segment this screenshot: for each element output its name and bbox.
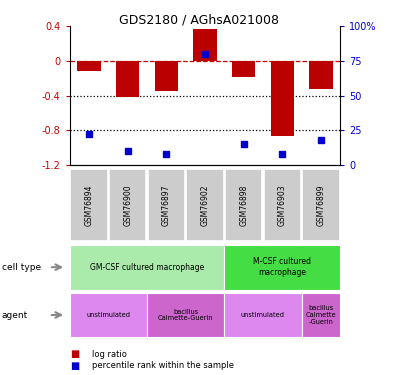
Text: GM-CSF cultured macrophage: GM-CSF cultured macrophage [90, 262, 204, 272]
Text: GSM76900: GSM76900 [123, 184, 132, 226]
Text: agent: agent [2, 310, 28, 320]
Text: bacillus
Calmette-Guerin: bacillus Calmette-Guerin [158, 309, 213, 321]
Bar [302, 293, 340, 337]
Bar [70, 170, 107, 241]
Text: unstimulated: unstimulated [86, 312, 130, 318]
Text: GSM76899: GSM76899 [316, 184, 326, 226]
Text: GSM76902: GSM76902 [201, 184, 209, 226]
Bar [147, 293, 224, 337]
Bar [271, 61, 294, 136]
Text: ■: ■ [70, 350, 79, 359]
Text: percentile rank within the sample: percentile rank within the sample [92, 361, 234, 370]
Text: GDS2180 / AGhsA021008: GDS2180 / AGhsA021008 [119, 13, 279, 26]
Bar [193, 29, 217, 61]
Bar [77, 61, 101, 71]
Bar [302, 170, 339, 241]
Text: ■: ■ [70, 361, 79, 370]
Bar [155, 61, 178, 91]
Text: GSM76898: GSM76898 [239, 184, 248, 226]
Bar [224, 245, 340, 290]
Text: GSM76903: GSM76903 [278, 184, 287, 226]
Bar [109, 170, 146, 241]
Text: unstimulated: unstimulated [241, 312, 285, 318]
Text: log ratio: log ratio [92, 350, 127, 359]
Bar [70, 293, 147, 337]
Bar [264, 170, 301, 241]
Text: M-CSF cultured
macrophage: M-CSF cultured macrophage [253, 258, 311, 277]
Bar [309, 61, 333, 89]
Bar [70, 245, 224, 290]
Bar [225, 170, 262, 241]
Text: bacillus
Calmette
-Guerin: bacillus Calmette -Guerin [306, 305, 336, 325]
Text: GSM76894: GSM76894 [84, 184, 94, 226]
Text: cell type: cell type [2, 263, 41, 272]
Bar [148, 170, 185, 241]
Bar [224, 293, 302, 337]
Bar [186, 170, 224, 241]
Text: GSM76897: GSM76897 [162, 184, 171, 226]
Bar [232, 61, 255, 76]
Bar [116, 61, 139, 98]
